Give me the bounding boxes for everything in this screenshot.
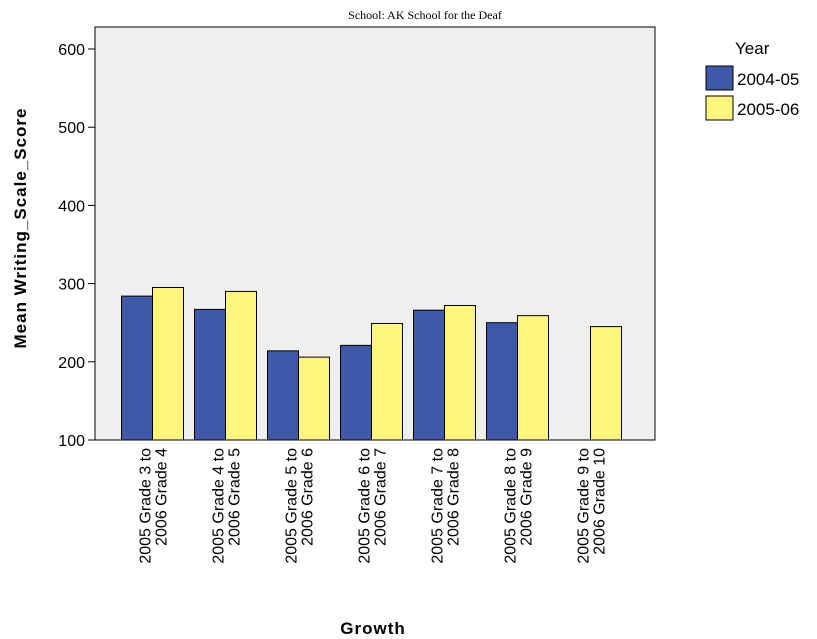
bar-2005-06-6 xyxy=(590,326,622,441)
x-tick-label-line: 2005 Grade 4 to xyxy=(211,448,228,564)
x-tick-label-line: 2006 Grade 5 xyxy=(227,448,244,546)
x-tick-label-line: 2005 Grade 3 to xyxy=(138,448,155,564)
x-tick-label: 2005 Grade 3 to 2006 Grade 4 xyxy=(138,448,171,564)
bars xyxy=(120,287,630,441)
x-tick-label-line: 2005 Grade 5 to xyxy=(284,448,301,564)
y-tick-label: 400 xyxy=(58,198,85,215)
x-axis: 2005 Grade 3 to 2006 Grade 4 2005 Grade 4 … xyxy=(138,448,609,564)
legend-title: Year xyxy=(735,39,770,58)
legend-swatch xyxy=(705,95,734,121)
legend-label: 2004-05 xyxy=(737,70,799,89)
x-tick-label-line: 2006 Grade 10 xyxy=(592,448,609,555)
legend-swatch xyxy=(705,65,734,91)
x-tick-label-line: 2005 Grade 9 to xyxy=(576,448,593,564)
bar-2004-05-0 xyxy=(121,295,153,441)
legend: Year 2004-05 2005-06 xyxy=(705,39,799,121)
x-tick-label: 2005 Grade 5 to 2006 Grade 6 xyxy=(284,448,317,564)
y-tick-label: 200 xyxy=(58,355,85,372)
bar-2005-06-4 xyxy=(444,304,476,441)
y-tick-label: 300 xyxy=(58,277,85,294)
x-tick-label-line: 2006 Grade 6 xyxy=(300,448,317,546)
x-tick-label-line: 2006 Grade 4 xyxy=(154,448,171,546)
y-axis-title: Mean Writing_Scale_Score xyxy=(11,108,30,349)
legend-label: 2005-06 xyxy=(737,100,799,119)
bar-2005-06-2 xyxy=(298,356,330,441)
bar-2004-05-5 xyxy=(486,322,518,441)
y-axis: 100 200 300 400 500 600 xyxy=(58,42,95,450)
y-tick-label: 600 xyxy=(58,42,85,59)
x-tick-label: 2005 Grade 9 to 2006 Grade 10 xyxy=(576,448,609,564)
x-tick-label: 2005 Grade 6 to 2006 Grade 7 xyxy=(357,448,390,564)
bar-2004-05-1 xyxy=(194,308,226,441)
chart-title: School: AK School for the Deaf xyxy=(348,8,502,22)
x-tick-label-line: 2006 Grade 8 xyxy=(446,448,463,546)
bar-2005-06-1 xyxy=(225,290,257,441)
bar-2005-06-3 xyxy=(371,322,403,441)
bar-2004-05-4 xyxy=(413,309,445,441)
x-tick-label-line: 2005 Grade 6 to xyxy=(357,448,374,564)
x-tick-label: 2005 Grade 7 to 2006 Grade 8 xyxy=(430,448,463,564)
bar-2005-06-5 xyxy=(517,315,549,441)
y-tick-label: 500 xyxy=(58,120,85,137)
bar-2005-06-0 xyxy=(152,287,184,441)
x-tick-label: 2005 Grade 4 to 2006 Grade 5 xyxy=(211,448,244,564)
x-tick-label-line: 2005 Grade 7 to xyxy=(430,448,447,564)
x-tick-label-line: 2006 Grade 7 xyxy=(373,448,390,546)
bar-2004-05-2 xyxy=(267,350,299,441)
bar-2004-05-3 xyxy=(340,344,372,441)
x-tick-label-line: 2006 Grade 9 xyxy=(519,448,536,546)
x-axis-title: Growth xyxy=(340,619,406,638)
x-tick-label: 2005 Grade 8 to 2006 Grade 9 xyxy=(503,448,536,564)
x-tick-label-line: 2005 Grade 8 to xyxy=(503,448,520,564)
y-tick-label: 100 xyxy=(58,433,85,450)
